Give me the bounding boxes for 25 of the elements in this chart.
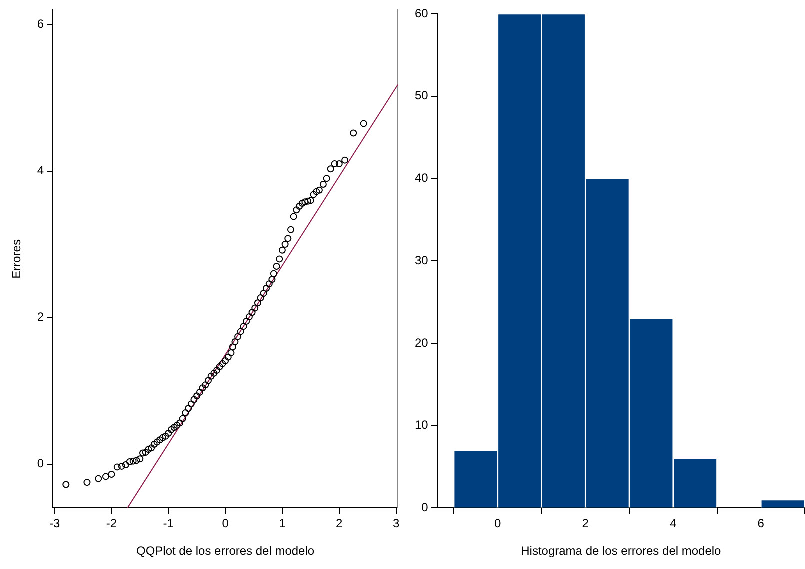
x-tick-label: -2: [106, 516, 118, 531]
x-tick-label: 3: [392, 516, 400, 531]
x-tick-label: 6: [758, 516, 765, 531]
y-tick-label: 20: [414, 336, 429, 350]
x-tick-label: -3: [49, 516, 60, 531]
x-tick-label: 0: [222, 516, 230, 531]
x-tick-label: 4: [670, 516, 678, 531]
x-axis-title: QQPlot de los errores del modelo: [136, 544, 315, 558]
y-tick-label: 10: [414, 418, 429, 432]
x-tick-label: 0: [494, 516, 502, 531]
x-axis-title: Histograma de los errores del modelo: [521, 544, 722, 558]
x-tick-label: 2: [336, 516, 344, 531]
y-tick-label: 4: [37, 164, 44, 178]
y-tick-label: 6: [37, 17, 44, 32]
y-tick-label: 0: [422, 500, 429, 515]
y-tick-label: 60: [414, 6, 429, 20]
x-tick-label: 1: [279, 516, 286, 531]
y-axis-title: Errores: [10, 240, 24, 279]
y-tick-label: 50: [414, 88, 429, 103]
y-tick-label: 30: [414, 253, 429, 268]
y-tick-label: 40: [414, 171, 429, 186]
y-tick-label: 0: [37, 456, 44, 471]
x-tick-label: -1: [163, 516, 174, 531]
x-tick-label: 2: [582, 516, 590, 531]
y-tick-label: 2: [37, 310, 44, 324]
